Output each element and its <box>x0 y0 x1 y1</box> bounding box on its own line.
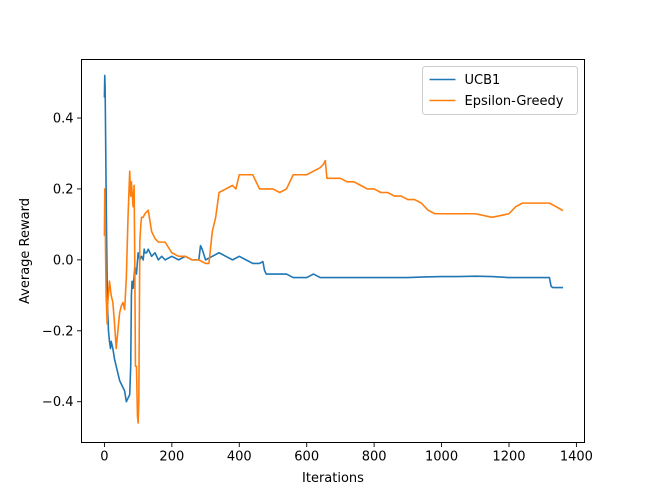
x-tick-label: 1400 <box>560 450 593 465</box>
y-tick-label: −0.4 <box>42 395 74 410</box>
y-tick-label: 0.2 <box>53 182 74 197</box>
x-tick-label: 200 <box>159 450 184 465</box>
x-tick-label: 1000 <box>425 450 458 465</box>
x-axis: 0 200 400 600 800 1000 1200 1400 <box>100 442 593 465</box>
y-tick-label: 0.0 <box>53 253 74 268</box>
y-tick-label: 0.4 <box>53 112 74 127</box>
legend-label-2: Epsilon-Greedy <box>465 94 564 109</box>
plot-frame <box>81 59 585 443</box>
series-layer <box>103 74 564 424</box>
x-tick-label: 400 <box>227 450 252 465</box>
x-tick-label: 0 <box>100 450 108 465</box>
x-tick-label: 1200 <box>492 450 525 465</box>
x-tick-label: 600 <box>294 450 319 465</box>
x-tick-label: 800 <box>362 450 387 465</box>
y-axis: −0.4 −0.2 0.0 0.2 0.4 <box>42 112 82 410</box>
legend-box <box>422 66 578 115</box>
y-tick-label: −0.2 <box>42 324 74 339</box>
series-line-2 <box>103 159 564 424</box>
series-line-1 <box>103 74 564 403</box>
y-axis-title: Average Reward <box>18 198 33 304</box>
x-axis-title: Iterations <box>302 471 364 486</box>
legend: UCB1 Epsilon-Greedy <box>422 66 578 115</box>
legend-label-1: UCB1 <box>465 73 501 88</box>
